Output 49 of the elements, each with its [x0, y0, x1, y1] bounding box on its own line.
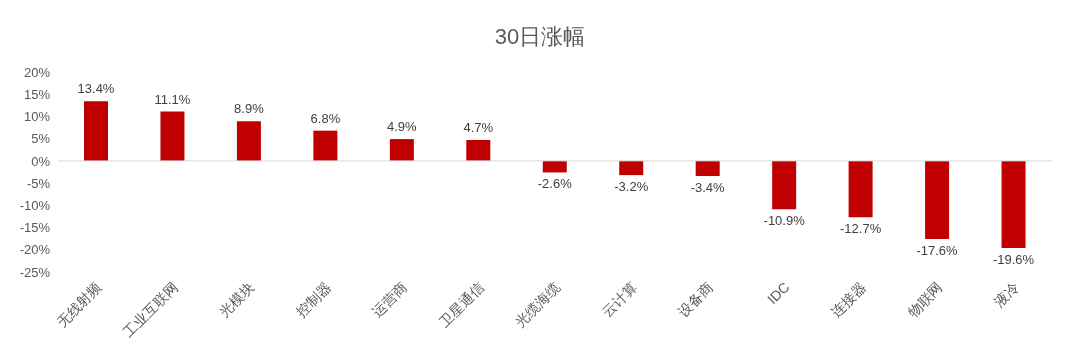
x-tick-label: 工业互联网 — [120, 278, 181, 340]
data-label: -19.6% — [992, 252, 1035, 267]
data-label: 11.1% — [154, 91, 191, 107]
y-tick-label: 5% — [31, 131, 51, 147]
data-label: 6.8% — [310, 110, 341, 126]
bar — [619, 160, 644, 176]
data-label: -17.6% — [916, 243, 959, 259]
bar — [84, 101, 108, 161]
y-tick-label: -20% — [19, 242, 51, 258]
data-label: 13.4% — [77, 81, 115, 97]
bar — [1001, 160, 1026, 248]
x-tick-label: 控制器 — [292, 278, 334, 320]
x-tick-label: 云计算 — [598, 278, 640, 320]
x-tick-label: 设备商 — [675, 278, 717, 320]
y-tick-label: 15% — [23, 86, 51, 102]
x-tick-label: 无线射频 — [53, 278, 105, 330]
x-tick-label: 运营商 — [369, 278, 411, 320]
data-label: -3.4% — [690, 180, 726, 195]
data-label: -3.2% — [614, 179, 649, 195]
bar — [772, 160, 797, 210]
data-label: -2.6% — [537, 176, 573, 192]
data-label: 8.9% — [234, 101, 265, 117]
x-tick-label: 卫星通信 — [435, 278, 487, 330]
x-tick-label: 光缆海缆 — [512, 278, 564, 330]
bar — [695, 160, 720, 176]
x-tick-label: 物联网 — [904, 278, 946, 320]
x-tick-label: IDC — [764, 278, 793, 308]
data-label: -10.9% — [763, 213, 806, 229]
y-tick-label: -5% — [26, 175, 51, 191]
chart-title: 30日涨幅 — [493, 23, 587, 51]
bar — [848, 160, 873, 218]
y-tick-label: -15% — [19, 220, 51, 236]
bar — [236, 121, 261, 161]
x-tick-label: 连接器 — [827, 278, 869, 320]
data-label: 4.9% — [387, 119, 418, 135]
bar — [466, 140, 491, 161]
y-tick-label: 10% — [23, 109, 51, 125]
y-tick-label: -10% — [19, 197, 51, 213]
y-tick-label: 0% — [31, 153, 51, 169]
bar — [313, 130, 338, 161]
bar — [389, 139, 414, 161]
data-label: -12.7% — [840, 221, 882, 237]
x-tick-label: 液冷 — [990, 278, 1022, 310]
x-tick-label: 光模块 — [216, 278, 258, 320]
bar — [160, 111, 185, 161]
bar — [925, 160, 950, 240]
data-label: 4.7% — [463, 120, 494, 135]
y-tick-label: 20% — [23, 64, 51, 80]
y-tick-label: -25% — [19, 264, 51, 280]
